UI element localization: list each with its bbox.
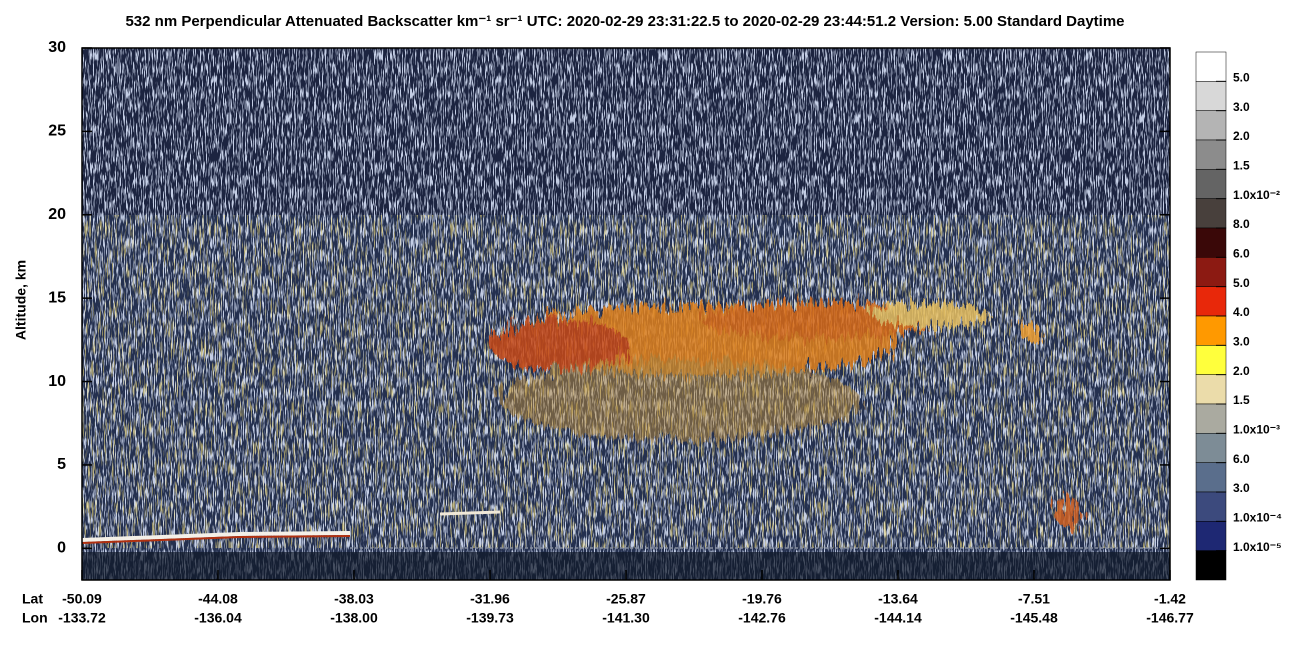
x-tick-label: -50.09 — [62, 591, 102, 607]
chart-title: 532 nm Perpendicular Attenuated Backscat… — [125, 13, 1124, 30]
x-tick-label: -31.96 — [470, 591, 510, 607]
colorbar-label: 4.0 — [1233, 305, 1250, 319]
colorbar-label: 1.0x10⁻³ — [1233, 423, 1280, 437]
y-tick-label: 30 — [48, 39, 66, 56]
x-tick-label: -139.73 — [466, 610, 514, 626]
colorbar-label: 2.0 — [1233, 129, 1250, 143]
colorbar-swatch — [1195, 491, 1227, 522]
colorbar-swatch — [1195, 462, 1227, 493]
colorbar-label: 6.0 — [1233, 247, 1250, 261]
x-tick-label: -38.03 — [334, 591, 374, 607]
backscatter-image — [82, 48, 1170, 580]
colorbar-swatch — [1195, 81, 1227, 111]
x-tick-label: -145.48 — [1010, 610, 1058, 626]
x-tick-label: -136.04 — [194, 610, 242, 626]
colorbar-label: 1.5 — [1233, 393, 1250, 407]
colorbar-swatch — [1195, 433, 1227, 463]
colorbar-label: 8.0 — [1233, 217, 1250, 231]
x-tick-label: -25.87 — [606, 591, 646, 607]
x-tick-label: -44.08 — [198, 591, 238, 607]
x-tick-label: -146.77 — [1146, 610, 1194, 626]
colorbar-label: 3.0 — [1233, 335, 1250, 349]
x-tick-label: -19.76 — [742, 591, 782, 607]
colorbar-swatch — [1195, 110, 1227, 141]
y-tick-label: 5 — [57, 456, 66, 473]
y-tick-label: 10 — [48, 373, 66, 390]
colorbar-swatch — [1195, 550, 1227, 581]
colorbar-swatch — [1195, 403, 1227, 434]
y-tick-label: 20 — [48, 206, 66, 223]
x-tick-label: -138.00 — [330, 610, 378, 626]
colorbar-label: 1.5 — [1233, 159, 1250, 173]
colorbar-label: 1.0x10⁻² — [1233, 188, 1280, 202]
x-tick-label: -144.14 — [874, 610, 922, 626]
colorbar-swatch — [1195, 169, 1227, 199]
x-tick-label: -13.64 — [878, 591, 918, 607]
colorbar-swatch — [1195, 139, 1227, 170]
x-tick-label: -7.51 — [1018, 591, 1050, 607]
colorbar-label: 3.0 — [1233, 100, 1250, 114]
colorbar-swatch — [1195, 521, 1227, 551]
colorbar-swatch — [1195, 315, 1227, 346]
colorbar-label: 5.0 — [1233, 276, 1250, 290]
y-tick-label: 0 — [57, 540, 66, 557]
colorbar-label: 1.0x10⁻⁵ — [1233, 540, 1282, 554]
colorbar-label: 6.0 — [1233, 452, 1250, 466]
x-tick-label: -133.72 — [58, 610, 106, 626]
colorbar-label: 5.0 — [1233, 71, 1250, 85]
colorbar-swatch — [1195, 374, 1227, 405]
colorbar-label: 1.0x10⁻⁴ — [1233, 511, 1282, 525]
y-axis-label: Altitude, km — [13, 260, 29, 340]
colorbar-label: 3.0 — [1233, 481, 1250, 495]
colorbar-label: 2.0 — [1233, 364, 1250, 378]
x-tick-label: -1.42 — [1154, 591, 1186, 607]
x-tick-label: -142.76 — [738, 610, 786, 626]
colorbar-swatch — [1195, 227, 1227, 258]
y-tick-label: 25 — [48, 123, 66, 140]
colorbar-swatch — [1195, 198, 1227, 229]
colorbar-swatch — [1195, 286, 1227, 317]
x-tick-label: -141.30 — [602, 610, 650, 626]
x-row-name: Lat — [22, 591, 43, 607]
x-row-name: Lon — [22, 610, 48, 626]
colorbar-swatch — [1195, 257, 1227, 287]
colorbar-swatch — [1195, 345, 1227, 375]
colorbar-swatch — [1195, 51, 1227, 82]
y-tick-label: 15 — [48, 289, 66, 306]
